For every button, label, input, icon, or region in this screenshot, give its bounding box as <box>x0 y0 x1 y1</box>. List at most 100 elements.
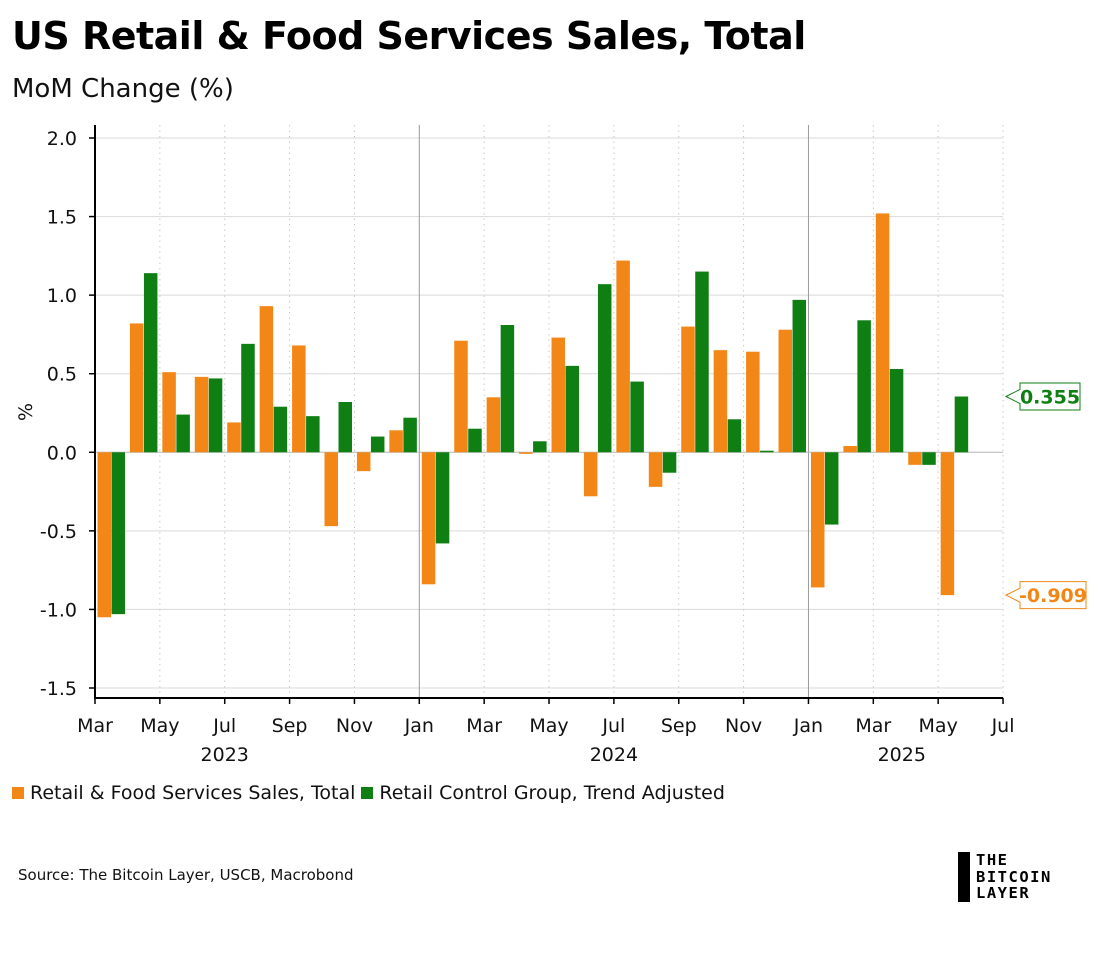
x-tick-label: Jul <box>212 715 236 737</box>
x-tick-label: Nov <box>725 715 762 737</box>
y-tick-label: 0.0 <box>47 442 77 464</box>
bar-retail-total[interactable] <box>519 452 533 454</box>
x-tick-label: Mar <box>466 715 502 737</box>
bar-retail-total[interactable] <box>746 351 760 453</box>
bar-control-group[interactable] <box>338 402 353 453</box>
x-tick-label: Mar <box>77 715 113 737</box>
legend-swatch-green <box>361 787 374 799</box>
logo-line-1: THE <box>976 851 1009 869</box>
y-tick-label: -0.5 <box>40 521 77 543</box>
x-tick-label: Jan <box>793 715 823 737</box>
x-tick-label: May <box>140 715 179 737</box>
x-tick-label: Sep <box>272 715 308 737</box>
bar-retail-total[interactable] <box>486 397 501 453</box>
legend-label-retail-total: Retail & Food Services Sales, Total <box>30 782 356 804</box>
bar-control-group[interactable] <box>468 428 482 453</box>
bar-retail-total[interactable] <box>875 213 890 453</box>
bar-retail-total[interactable] <box>259 306 274 453</box>
bar-retail-total[interactable] <box>292 345 306 453</box>
bar-control-group[interactable] <box>306 416 320 453</box>
x-tick-label: Mar <box>855 715 891 737</box>
logo-line-3: LAYER <box>976 884 1031 902</box>
x-tick-label: Sep <box>661 715 697 737</box>
value-callout-label: -0.909 <box>1019 585 1087 607</box>
bar-retail-total[interactable] <box>129 323 144 453</box>
bar-control-group[interactable] <box>500 325 515 453</box>
bar-control-group[interactable] <box>273 406 288 453</box>
y-tick-label: 2.0 <box>47 128 77 150</box>
bar-retail-total[interactable] <box>551 337 566 453</box>
y-tick-label: 0.5 <box>47 364 77 386</box>
y-tick-label: 1.5 <box>47 207 77 229</box>
chart-title: US Retail & Food Services Sales, Total <box>12 14 806 58</box>
source-note: Source: The Bitcoin Layer, USCB, Macrobo… <box>18 866 354 884</box>
bar-retail-total[interactable] <box>940 452 955 596</box>
bar-control-group[interactable] <box>954 396 969 453</box>
bar-control-group[interactable] <box>792 299 807 453</box>
bar-control-group[interactable] <box>695 271 709 453</box>
x-tick-label: Jan <box>404 715 434 737</box>
x-tick-label: Jul <box>601 715 625 737</box>
year-label: 2025 <box>878 744 926 766</box>
bar-control-group[interactable] <box>565 365 580 453</box>
bar-retail-total[interactable] <box>421 452 436 585</box>
bar-retail-total[interactable] <box>713 350 728 453</box>
bar-control-group[interactable] <box>403 417 417 453</box>
bar-control-group[interactable] <box>111 452 126 615</box>
bar-control-group[interactable] <box>370 436 385 453</box>
logo-bar-icon <box>958 852 970 902</box>
logo-wordmark: THE BITCOIN LAYER <box>976 852 1052 902</box>
year-label: 2023 <box>201 744 249 766</box>
bar-retail-total[interactable] <box>583 452 598 497</box>
chart-subtitle: MoM Change (%) <box>12 74 234 104</box>
bar-retail-total[interactable] <box>778 329 793 453</box>
year-label: 2024 <box>590 744 638 766</box>
y-tick-label: -1.0 <box>40 599 77 621</box>
y-tick-label: 1.0 <box>47 285 77 307</box>
value-callout-label: 0.355 <box>1020 387 1080 409</box>
legend-item-control-group[interactable]: Retail Control Group, Trend Adjusted <box>361 782 725 804</box>
legend-item-retail-total[interactable]: Retail & Food Services Sales, Total <box>12 782 355 804</box>
bar-retail-total[interactable] <box>681 326 695 453</box>
bar-retail-total[interactable] <box>162 372 176 453</box>
x-tick-label: May <box>529 715 568 737</box>
bar-retail-total[interactable] <box>356 452 371 472</box>
bar-control-group[interactable] <box>533 441 547 453</box>
bar-retail-total[interactable] <box>194 376 209 453</box>
value-callout-box <box>1004 581 1087 610</box>
bar-retail-total[interactable] <box>843 446 857 453</box>
bar-control-group[interactable] <box>630 381 644 453</box>
bar-control-group[interactable] <box>889 369 904 453</box>
bar-control-group[interactable] <box>597 284 612 453</box>
bitcoin-layer-logo: THE BITCOIN LAYER <box>958 852 1052 902</box>
y-axis-label: % <box>15 403 37 421</box>
bar-retail-total[interactable] <box>97 452 112 618</box>
bar-retail-total[interactable] <box>908 452 922 465</box>
bar-control-group[interactable] <box>435 452 450 544</box>
x-tick-label: May <box>919 715 958 737</box>
x-tick-label: Jul <box>991 715 1015 737</box>
bar-control-group[interactable] <box>662 452 677 473</box>
bar-control-group[interactable] <box>922 452 936 465</box>
bar-retail-total[interactable] <box>616 260 630 453</box>
bar-retail-total[interactable] <box>648 452 663 487</box>
legend-label-control-group: Retail Control Group, Trend Adjusted <box>379 782 725 804</box>
bar-control-group[interactable] <box>760 450 774 453</box>
bar-retail-total[interactable] <box>227 422 241 453</box>
bar-control-group[interactable] <box>176 414 190 453</box>
logo-line-2: BITCOIN <box>976 867 1052 886</box>
bar-control-group[interactable] <box>857 320 871 453</box>
legend-swatch-orange <box>12 787 24 799</box>
chart-svg: 2.0 1.5 1.0 0.5 0.0 -0.5 -1.0 -1.5% Mar May Jul Sep… <box>15 125 1087 766</box>
bar-control-group[interactable] <box>727 419 742 453</box>
bar-retail-total[interactable] <box>454 340 468 453</box>
bar-control-group[interactable] <box>143 273 158 453</box>
bar-retail-total[interactable] <box>389 430 403 453</box>
y-tick-label: -1.5 <box>40 678 77 700</box>
bar-retail-total[interactable] <box>810 452 825 588</box>
bar-retail-total[interactable] <box>324 452 339 527</box>
bar-control-group[interactable] <box>241 343 255 453</box>
bar-control-group[interactable] <box>824 452 839 525</box>
bar-control-group[interactable] <box>208 378 223 453</box>
value-callout-box <box>1004 382 1081 411</box>
